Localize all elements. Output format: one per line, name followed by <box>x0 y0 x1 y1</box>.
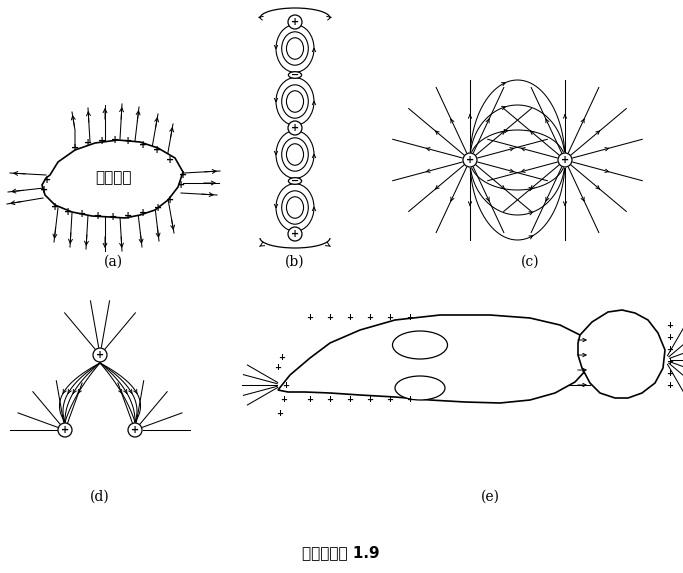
Polygon shape <box>42 140 183 218</box>
Text: +: + <box>111 135 119 145</box>
Text: +: + <box>367 313 374 323</box>
Circle shape <box>58 423 72 437</box>
Text: +: + <box>283 380 290 390</box>
Text: +: + <box>307 313 313 323</box>
Text: +: + <box>291 229 299 239</box>
Text: +: + <box>326 395 333 405</box>
Text: +: + <box>139 208 147 218</box>
Text: +: + <box>307 395 313 405</box>
Text: +: + <box>124 211 132 221</box>
Text: +: + <box>291 123 299 133</box>
Circle shape <box>93 348 107 362</box>
Text: −: − <box>291 70 299 80</box>
Text: +: + <box>281 395 288 405</box>
Text: +: + <box>139 140 147 150</box>
Circle shape <box>463 153 477 167</box>
Text: +: + <box>277 409 283 418</box>
Text: +: + <box>71 143 79 153</box>
Text: +: + <box>387 395 393 405</box>
Text: +: + <box>667 344 673 354</box>
Text: +: + <box>326 313 333 323</box>
Text: (b): (b) <box>285 255 305 269</box>
Text: +: + <box>96 350 104 360</box>
Text: +: + <box>367 395 374 405</box>
Text: +: + <box>179 170 187 180</box>
Text: −: − <box>291 176 299 186</box>
Text: +: + <box>124 136 132 146</box>
Text: +: + <box>40 185 48 195</box>
Text: चालक: चालक <box>95 171 131 186</box>
Polygon shape <box>278 315 590 403</box>
Text: +: + <box>406 395 413 405</box>
Ellipse shape <box>288 72 302 79</box>
Text: +: + <box>466 155 474 165</box>
Text: +: + <box>61 425 69 435</box>
Text: +: + <box>406 313 413 323</box>
Text: +: + <box>98 136 106 146</box>
Circle shape <box>288 15 302 29</box>
Text: +: + <box>94 211 102 221</box>
Text: +: + <box>51 202 59 212</box>
Ellipse shape <box>288 178 302 185</box>
Text: (e): (e) <box>481 490 499 504</box>
Polygon shape <box>578 310 665 398</box>
Text: +: + <box>131 425 139 435</box>
Text: +: + <box>291 17 299 27</box>
Text: +: + <box>346 395 354 405</box>
Circle shape <box>288 227 302 241</box>
Text: +: + <box>667 320 673 329</box>
Text: +: + <box>177 180 185 190</box>
Text: +: + <box>346 313 354 323</box>
Text: +: + <box>78 209 86 219</box>
Text: +: + <box>275 363 281 372</box>
Text: +: + <box>667 356 673 366</box>
Text: +: + <box>279 354 285 363</box>
Text: (c): (c) <box>520 255 540 269</box>
Text: +: + <box>109 212 117 222</box>
Text: +: + <box>84 138 92 148</box>
Text: +: + <box>561 155 569 165</box>
Text: +: + <box>667 368 673 378</box>
Text: +: + <box>153 145 161 155</box>
Circle shape <box>288 121 302 135</box>
Text: +: + <box>387 313 393 323</box>
Circle shape <box>128 423 142 437</box>
Text: +: + <box>166 195 174 205</box>
Text: (a): (a) <box>103 255 122 269</box>
Text: +: + <box>667 332 673 342</box>
Circle shape <box>558 153 572 167</box>
Text: +: + <box>166 155 174 165</box>
Text: +: + <box>64 207 72 217</box>
Text: चित्र 1.9: चित्र 1.9 <box>302 545 380 560</box>
Text: +: + <box>154 203 162 213</box>
Text: (d): (d) <box>90 490 110 504</box>
Text: +: + <box>43 175 51 185</box>
Text: +: + <box>667 380 673 390</box>
Ellipse shape <box>395 376 445 400</box>
Ellipse shape <box>393 331 447 359</box>
